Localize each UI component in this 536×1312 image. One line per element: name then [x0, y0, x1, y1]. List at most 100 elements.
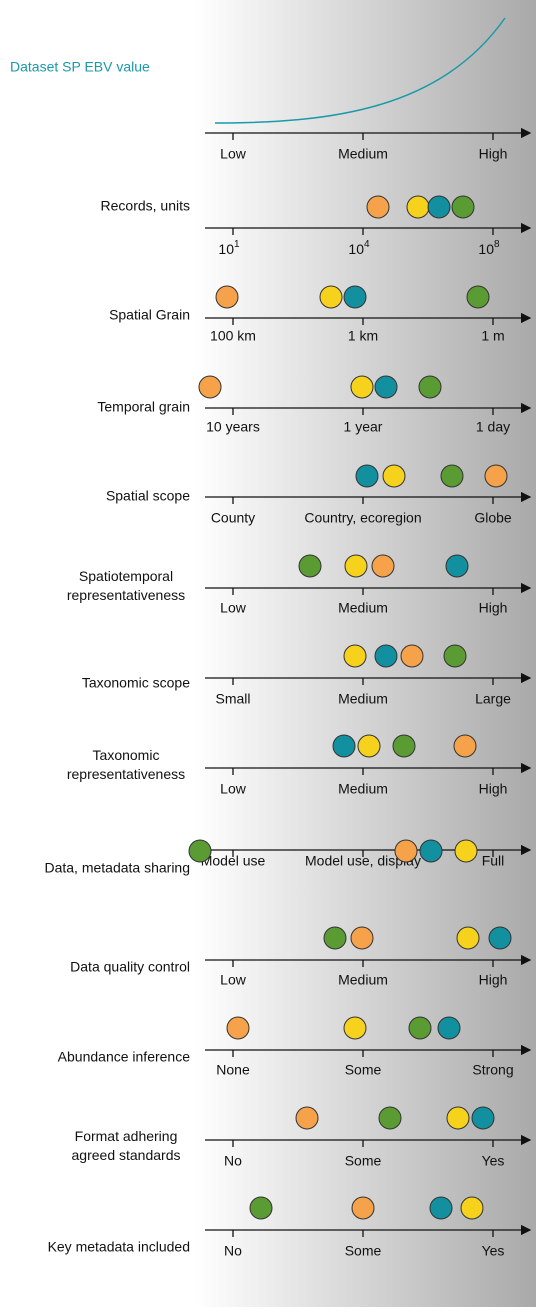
dot: [443, 644, 467, 668]
tick-label: No: [224, 1243, 242, 1259]
dot: [429, 1196, 453, 1220]
row-label: Spatial Grain: [109, 307, 190, 323]
tick-label: Low: [220, 972, 247, 988]
dot: [382, 464, 406, 488]
tick-label: Model use, display: [305, 853, 421, 869]
tick-label: High: [479, 600, 508, 616]
tick-label: Strong: [472, 1062, 513, 1078]
dot: [437, 1016, 461, 1040]
dot: [323, 926, 347, 950]
tick-label: High: [479, 781, 508, 797]
tick-label: Low: [220, 600, 247, 616]
row-label: agreed standards: [72, 1147, 181, 1163]
tick-label: Some: [345, 1153, 382, 1169]
tick-label: 1 day: [476, 419, 510, 435]
tick-label: Small: [215, 691, 250, 707]
dot: [451, 195, 475, 219]
header-title: Dataset SP EBV value: [10, 59, 150, 75]
tick-exp: 8: [494, 239, 500, 250]
tick-label: Yes: [482, 1153, 505, 1169]
tick-label: Yes: [482, 1243, 505, 1259]
axis-label: High: [479, 146, 508, 162]
row-label: representativeness: [67, 766, 185, 782]
dot: [350, 926, 374, 950]
dot: [408, 1016, 432, 1040]
dot: [392, 734, 416, 758]
tick-label: None: [216, 1062, 250, 1078]
tick-label: 108: [478, 239, 500, 257]
dot: [460, 1196, 484, 1220]
row-label: Spatial scope: [106, 488, 190, 504]
tick-label: 100 km: [210, 328, 256, 344]
axis-label: Low: [220, 146, 247, 162]
tick-label: No: [224, 1153, 242, 1169]
tick-label: Model use: [201, 853, 266, 869]
dot: [466, 285, 490, 309]
dot: [400, 644, 424, 668]
row-label: Format adhering: [75, 1128, 178, 1144]
dot: [406, 195, 430, 219]
tick-label: Medium: [338, 972, 388, 988]
tick-label: Country, ecoregion: [304, 510, 421, 526]
dot: [440, 464, 464, 488]
tick-label: Medium: [338, 600, 388, 616]
dot: [366, 195, 390, 219]
tick-label: Some: [345, 1243, 382, 1259]
tick-label: 1 km: [348, 328, 378, 344]
tick-label: County: [211, 510, 255, 526]
dot: [418, 375, 442, 399]
tick-label: Globe: [474, 510, 512, 526]
dot: [344, 554, 368, 578]
row-label: representativeness: [67, 587, 185, 603]
row-label: Taxonomic scope: [82, 675, 190, 691]
dot: [343, 644, 367, 668]
dot: [226, 1016, 250, 1040]
tick-label: Medium: [338, 781, 388, 797]
dot: [355, 464, 379, 488]
tick-label: Medium: [338, 691, 388, 707]
dot: [419, 839, 443, 863]
value-curve: [214, 17, 506, 124]
row-label: Records, units: [101, 198, 190, 214]
dot: [427, 195, 451, 219]
row-label: Spatiotemporal: [79, 568, 173, 584]
dot: [456, 926, 480, 950]
dot: [471, 1106, 495, 1130]
dot: [371, 554, 395, 578]
row-label: Data quality control: [70, 959, 190, 975]
dot: [188, 839, 212, 863]
row-label: Key metadata included: [48, 1239, 190, 1255]
axis-label: Medium: [338, 146, 388, 162]
dot: [343, 1016, 367, 1040]
row-label: Abundance inference: [58, 1049, 191, 1065]
dot: [445, 554, 469, 578]
dot: [454, 839, 478, 863]
row-label: Taxonomic: [93, 747, 160, 763]
dot: [446, 1106, 470, 1130]
tick-exp: 1: [234, 239, 240, 250]
row-label: Data, metadata sharing: [44, 860, 190, 876]
dot: [319, 285, 343, 309]
tick-label: 1 year: [344, 419, 383, 435]
dot: [394, 839, 418, 863]
dot: [350, 375, 374, 399]
tick-exp: 4: [364, 239, 370, 250]
tick-label: Large: [475, 691, 511, 707]
dot: [295, 1106, 319, 1130]
dot: [484, 464, 508, 488]
dot: [488, 926, 512, 950]
dot: [453, 734, 477, 758]
tick-label: 1 m: [481, 328, 504, 344]
tick-label: 101: [218, 239, 240, 257]
dot: [374, 644, 398, 668]
dot: [357, 734, 381, 758]
dot: [351, 1196, 375, 1220]
row-label: Temporal grain: [97, 399, 190, 415]
dot: [378, 1106, 402, 1130]
dot: [343, 285, 367, 309]
tick-label: 10 years: [206, 419, 260, 435]
dot: [198, 375, 222, 399]
tick-label: High: [479, 972, 508, 988]
tick-label: Some: [345, 1062, 382, 1078]
